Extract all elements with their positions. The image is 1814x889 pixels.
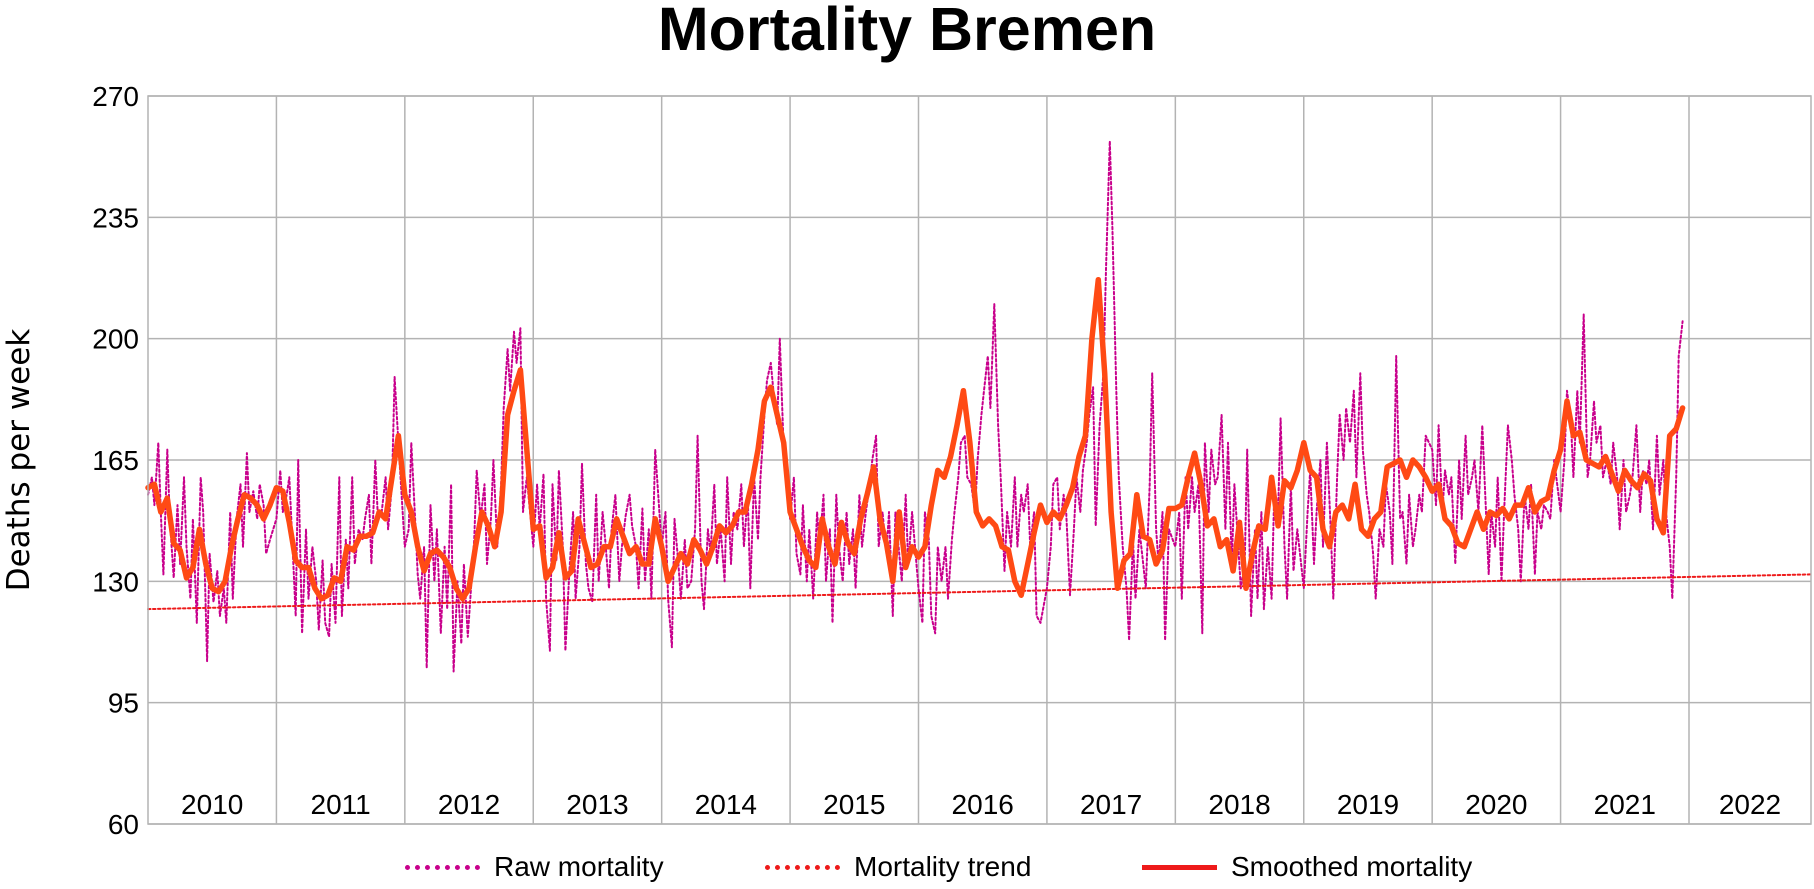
x-year-label: 2019 — [1337, 789, 1399, 820]
x-year-label: 2012 — [438, 789, 500, 820]
legend-label-smoothed: Smoothed mortality — [1231, 851, 1473, 882]
x-year-label: 2018 — [1208, 789, 1270, 820]
legend-raw-mortality: Raw mortality — [405, 845, 664, 889]
y-tick-label: 60 — [108, 809, 139, 840]
x-year-label: 2013 — [566, 789, 628, 820]
series-raw-mortality — [147, 140, 1684, 673]
x-year-label: 2014 — [695, 789, 757, 820]
y-tick-label: 235 — [92, 202, 139, 233]
y-tick-label: 130 — [92, 566, 139, 597]
chart-grid — [148, 95, 1811, 825]
x-axis-year-labels: 2010 2011 2012 2013 2014 2015 2016 2017 2018 2019… — [181, 789, 1781, 820]
chart-title: Mortality Bremen — [657, 0, 1157, 63]
y-axis-ticks: 60 95 130 165 200 235 270 — [92, 81, 139, 840]
x-year-label: 2010 — [181, 789, 243, 820]
legend-smoothed-mortality: Smoothed mortality — [1142, 845, 1472, 889]
chart-series — [145, 140, 1812, 673]
y-tick-label: 95 — [108, 688, 139, 719]
x-year-label: 2022 — [1719, 789, 1781, 820]
legend-swatch-trend — [765, 864, 840, 870]
y-tick-label: 270 — [92, 81, 139, 112]
x-year-label: 2017 — [1080, 789, 1142, 820]
x-year-label: 2020 — [1465, 789, 1527, 820]
y-tick-label: 165 — [92, 445, 139, 476]
plot-frame — [147, 95, 1812, 825]
legend-mortality-trend: Mortality trend — [765, 845, 1031, 889]
x-year-label: 2021 — [1594, 789, 1656, 820]
legend-label-raw: Raw mortality — [494, 851, 664, 882]
y-tick-label: 200 — [92, 324, 139, 355]
series-mortality-trend — [147, 573, 1812, 611]
x-year-label: 2015 — [823, 789, 885, 820]
series-smoothed-mortality — [145, 276, 1686, 602]
x-year-label: 2016 — [952, 789, 1014, 820]
legend-swatch-raw — [405, 864, 480, 870]
legend-label-trend: Mortality trend — [854, 851, 1032, 882]
legend-swatch-smoothed — [1142, 864, 1217, 870]
x-year-label: 2011 — [311, 789, 371, 820]
